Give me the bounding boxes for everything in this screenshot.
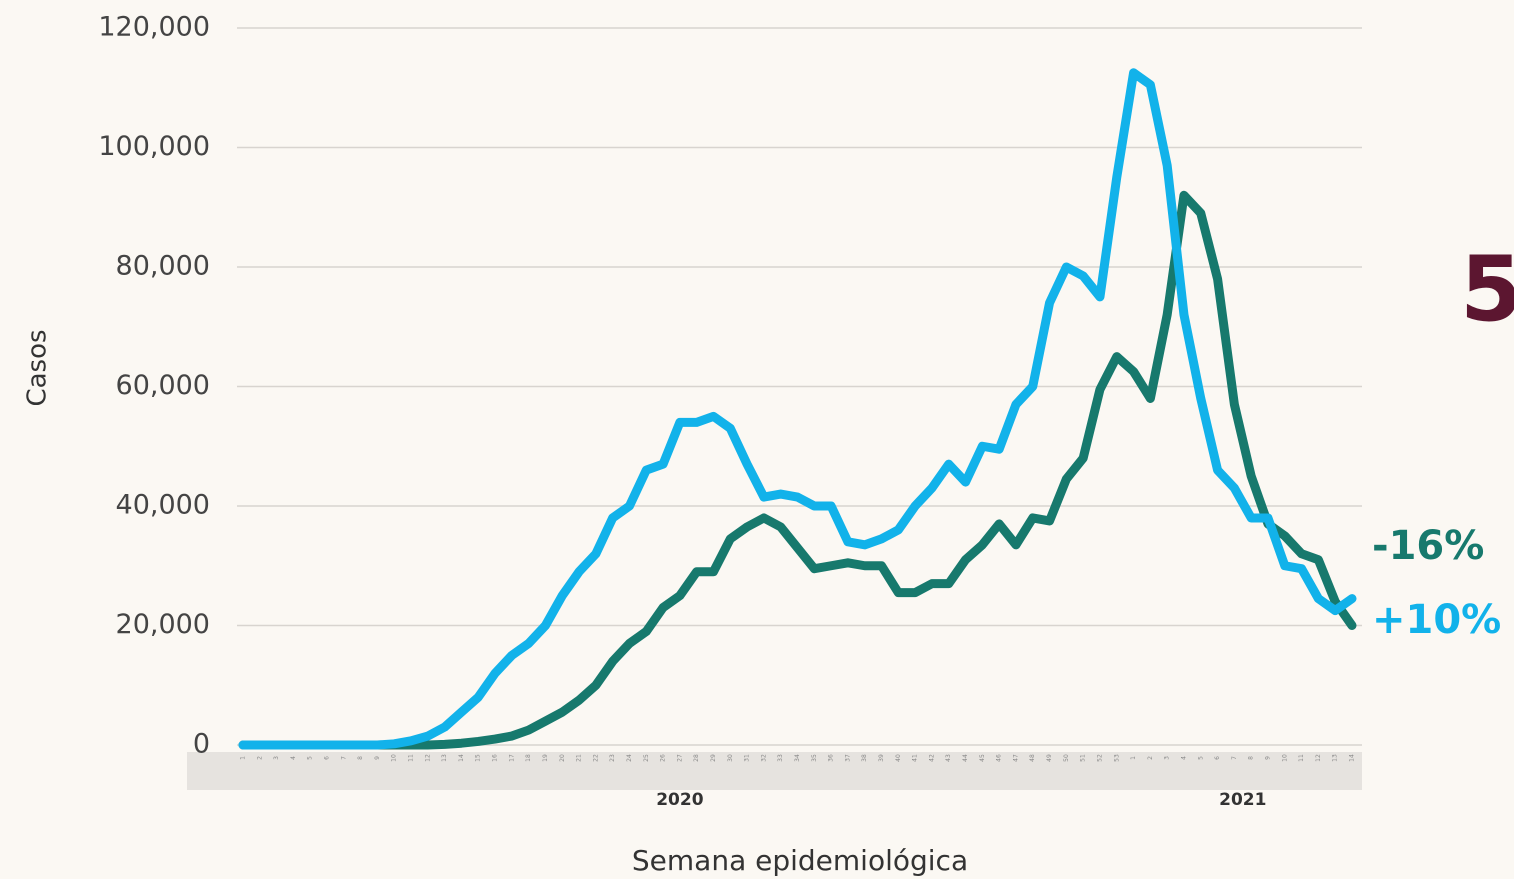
x-tick-label: 18 [525,754,532,762]
x-tick-label: 38 [861,754,868,762]
x-tick-label: 26 [660,754,667,762]
x-tick-label: 36 [828,754,835,762]
x-tick-label: 44 [962,754,969,762]
x-tick-label: 2 [1147,756,1154,760]
x-tick-label: 14 [1349,754,1356,762]
y-tick-label: 80,000 [116,251,210,282]
x-tick-label: 28 [693,754,700,762]
x-tick-label: 51 [1080,754,1087,762]
x-tick-label: 9 [1264,756,1271,760]
x-tick-label: 25 [643,754,650,762]
y-tick-label: 60,000 [116,370,210,401]
x-tick-label: 34 [794,754,801,762]
x-tick-label: 48 [1029,754,1036,762]
x-tick-label: 22 [592,754,599,762]
x-tick-label: 11 [408,754,415,762]
x-tick-label: 2 [256,756,263,760]
x-tick-label: 3 [1164,756,1171,760]
x-tick-label: 11 [1298,754,1305,762]
page: {"chart_data": {"type": "line", "y_label… [0,0,1514,879]
x-tick-label: 6 [324,756,331,760]
x-tick-label: 16 [492,754,499,762]
x-tick-label: 33 [777,754,784,762]
x-tick-label: 23 [609,754,616,762]
x-tick-label: 40 [895,754,902,762]
x-tick-label: 12 [1315,754,1322,762]
side-text: 5 [1460,237,1514,342]
x-tick-label: 41 [912,754,919,762]
x-tick-label: 13 [441,754,448,762]
x-tick-label: 5 [307,756,314,760]
x-tick-label: 7 [1231,756,1238,760]
y-axis-title: Casos [23,329,53,406]
x-tick-label: 49 [1046,754,1053,762]
x-tick-label: 43 [945,754,952,762]
x-tick-label: 6 [1214,756,1221,760]
x-tick-label: 47 [1012,754,1019,762]
x-tick-label: 8 [1248,756,1255,760]
series-line [243,73,1352,745]
y-tick-label: 100,000 [98,131,210,162]
x-tick-label: 29 [710,754,717,762]
x-tick-label: 1 [1130,756,1137,760]
x-tick-label: 4 [290,756,297,760]
group-label: 2020 [656,790,703,810]
x-tick-label: 1 [240,756,247,760]
x-tick-label: 12 [424,754,431,762]
x-tick-label: 13 [1332,754,1339,762]
end-label: +10% [1372,597,1501,643]
x-tick-label: 3 [273,756,280,760]
x-tick-label: 10 [1281,754,1288,762]
x-tick-label: 27 [676,754,683,762]
x-tick-label: 10 [391,754,398,762]
x-tick-label: 35 [811,754,818,762]
x-axis-title: Semana epidemiológica [632,844,968,877]
series-line [243,195,1352,745]
x-tick-label: 21 [576,754,583,762]
group-label: 2021 [1219,790,1266,810]
chart: Casos Semana epidemiológica 5 0 20,000 40,… [0,0,1514,879]
x-tick-label: 4 [1180,756,1187,760]
x-tick-label: 37 [844,754,851,762]
x-tick-label: 32 [760,754,767,762]
x-tick-label: 53 [1113,754,1120,762]
x-tick-label: 14 [458,754,465,762]
y-tick-label: 40,000 [116,490,210,521]
x-tick-label: 20 [559,754,566,762]
y-tick-label: 20,000 [116,609,210,640]
x-tick-label: 39 [878,754,885,762]
x-tick-label: 45 [979,754,986,762]
x-tick-label: 52 [1096,754,1103,762]
x-tick-label: 7 [340,756,347,760]
end-label: -16% [1372,523,1484,569]
y-tick-label: 120,000 [98,12,210,43]
x-tick-label: 19 [542,754,549,762]
x-tick-label: 8 [357,756,364,760]
x-tick-label: 24 [626,754,633,762]
x-tick-label: 46 [996,754,1003,762]
x-tick-label: 5 [1197,756,1204,760]
x-tick-label: 31 [744,754,751,762]
x-tick-label: 15 [475,754,482,762]
x-tick-label: 17 [508,754,515,762]
x-tick-label: 42 [928,754,935,762]
x-tick-label: 9 [374,756,381,760]
x-tick-label: 50 [1063,754,1070,762]
y-tick-label: 0 [193,729,210,760]
x-tick-label: 30 [727,754,734,762]
